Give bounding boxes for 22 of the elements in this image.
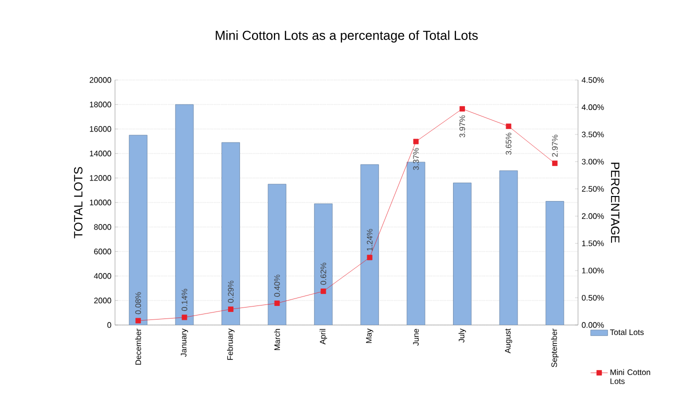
bar: [314, 204, 333, 325]
bar: [222, 142, 240, 325]
point: [460, 106, 465, 112]
point: [274, 300, 280, 306]
point: [182, 314, 188, 320]
point: [320, 288, 326, 294]
point: [413, 138, 419, 144]
chart-title: Mini Cotton Lots as a percentage of Total Lots: [216, 30, 478, 42]
point: [506, 124, 512, 129]
point: [552, 160, 558, 166]
y-axis-title: TOTAL LOTS: [74, 167, 82, 238]
bar: [453, 182, 472, 325]
bar: [360, 164, 379, 325]
point: [228, 306, 234, 312]
bar: [546, 201, 564, 325]
point: [366, 254, 372, 260]
bar: [499, 170, 518, 325]
bar: [175, 104, 194, 325]
point: [135, 318, 141, 324]
bar: [268, 184, 286, 325]
bar: [128, 134, 148, 325]
y2-axis-title: PERCENTAGE: [610, 162, 620, 243]
